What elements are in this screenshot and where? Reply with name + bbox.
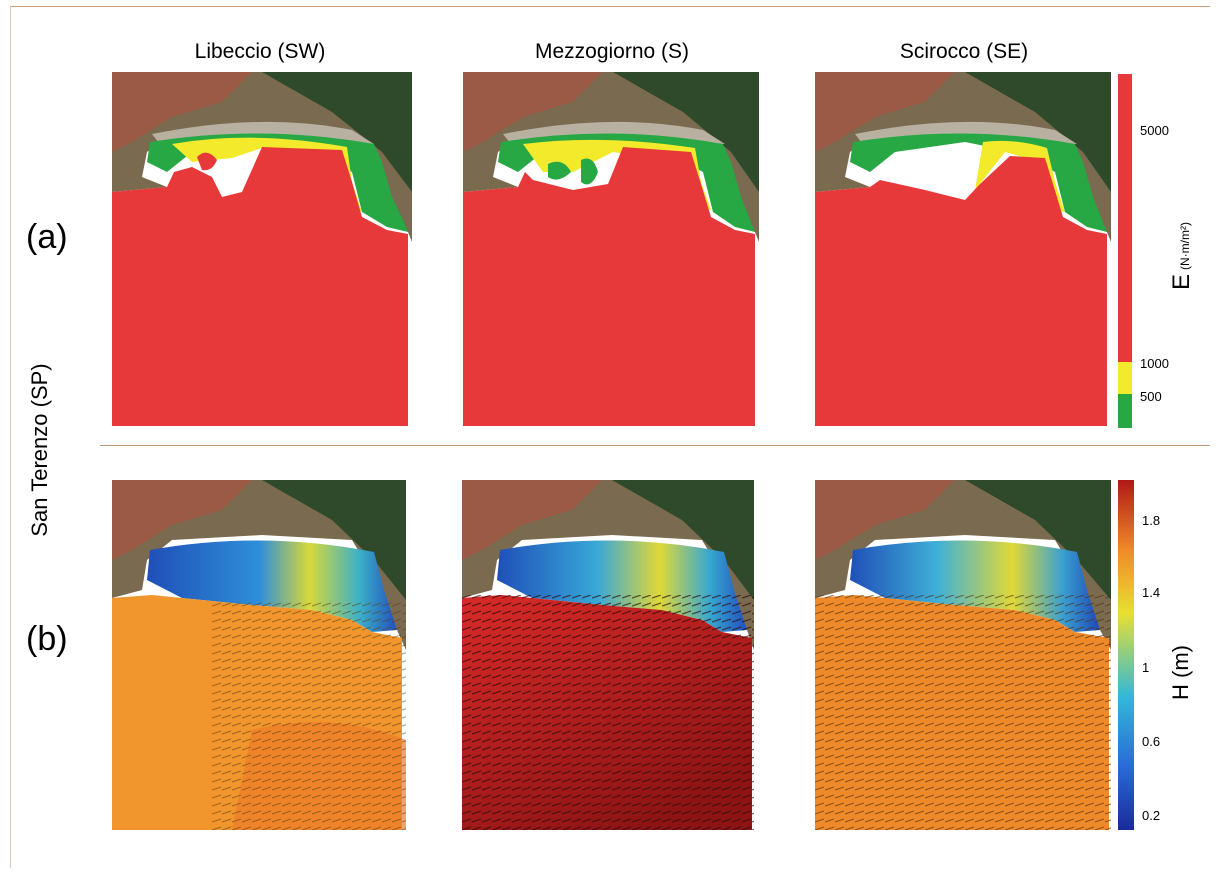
height-tick-0-2: 0.2	[1142, 808, 1161, 823]
column-title-mezzogiorno: Mezzogiorno (S)	[534, 40, 690, 63]
height-colorbar	[1118, 480, 1134, 830]
height-tick-1-8: 1.8	[1142, 513, 1161, 528]
colorbar-band-mid	[1118, 362, 1132, 394]
height-tick-0-6: 0.6	[1142, 734, 1161, 749]
row-label-a: (a)	[26, 218, 68, 256]
height-map-libeccio	[112, 480, 406, 830]
column-title-libeccio: Libeccio (SW)	[194, 40, 326, 63]
energy-title-symbol: E	[1168, 273, 1195, 290]
height-tick-1-4: 1.4	[1142, 585, 1161, 600]
row-divider	[100, 445, 1210, 446]
height-map-scirocco	[815, 480, 1111, 830]
energy-map-libeccio	[112, 72, 412, 426]
energy-colorbar-title: E (N·m/m²)	[1168, 222, 1196, 290]
row-label-b: (b)	[26, 620, 68, 658]
energy-map-mezzogiorno	[463, 72, 759, 426]
height-colorbar-title: H (m)	[1168, 645, 1193, 700]
energy-tick-5000: 5000	[1140, 123, 1169, 138]
energy-colorbar	[1118, 74, 1132, 428]
energy-map-scirocco	[815, 72, 1111, 426]
location-label: San Terenzo (SP)	[27, 363, 52, 537]
height-tick-1: 1	[1142, 660, 1150, 675]
energy-tick-500: 500	[1140, 389, 1162, 404]
height-map-mezzogiorno	[462, 480, 754, 830]
colorbar-band-high	[1118, 74, 1132, 362]
energy-title-unit: (N·m/m²)	[1178, 222, 1192, 270]
colorbar-band-low	[1118, 394, 1132, 428]
energy-tick-1000: 1000	[1140, 356, 1169, 371]
column-title-scirocco: Scirocco (SE)	[899, 40, 1029, 63]
figure-frame	[10, 6, 1210, 868]
